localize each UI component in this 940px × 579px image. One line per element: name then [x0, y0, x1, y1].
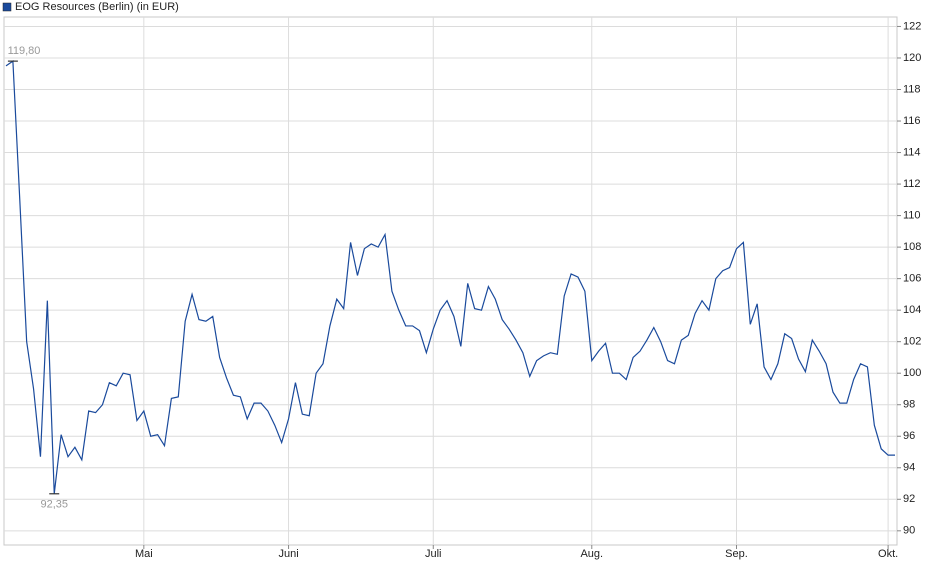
y-tick-label: 122: [903, 20, 921, 32]
x-tick-label: Juni: [278, 548, 298, 560]
y-tick-label: 118: [903, 83, 921, 95]
legend-label: EOG Resources (Berlin) (in EUR): [15, 1, 179, 13]
plot-area: [3, 16, 898, 546]
y-tick-label: 100: [903, 367, 921, 379]
x-tick-label: Mai: [135, 548, 153, 560]
y-tick-label: 110: [903, 209, 921, 221]
y-tick-label: 104: [903, 304, 921, 316]
value-label: 92,35: [40, 499, 68, 511]
y-tick-label: 114: [903, 146, 921, 158]
y-tick-label: 96: [903, 430, 915, 442]
y-tick-label: 116: [903, 115, 921, 127]
price-line: [5, 60, 895, 494]
legend-swatch: [2, 2, 12, 12]
y-tick-label: 106: [903, 273, 921, 285]
x-tick-label: Juli: [425, 548, 442, 560]
y-tick-label: 90: [903, 525, 915, 537]
y-tick-label: 112: [903, 178, 921, 190]
y-tick-label: 108: [903, 241, 921, 253]
x-tick-label: Sep.: [725, 548, 748, 560]
y-tick-label: 98: [903, 399, 915, 411]
x-tick-label: Aug.: [580, 548, 603, 560]
value-label: 119,80: [8, 45, 41, 57]
x-tick-label: Okt.: [878, 548, 898, 560]
y-tick-label: 94: [903, 462, 915, 474]
y-tick-label: 120: [903, 52, 921, 64]
y-tick-label: 102: [903, 336, 921, 348]
y-tick-label: 92: [903, 493, 915, 505]
